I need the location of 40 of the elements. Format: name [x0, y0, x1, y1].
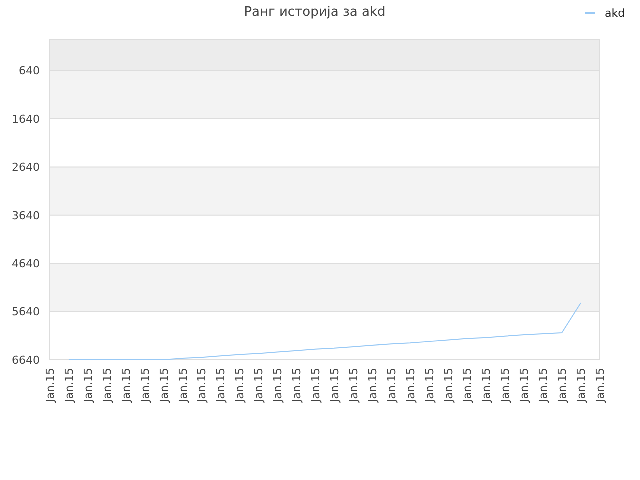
x-tick-label: Jan.15 — [196, 368, 209, 404]
x-tick-label: Jan.15 — [442, 368, 456, 404]
legend-label: akd — [605, 6, 626, 20]
x-tick-label: Jan.15 — [158, 368, 171, 404]
x-tick-label: Jan.15 — [62, 368, 76, 404]
x-tick-label: Jan.15 — [214, 368, 228, 404]
x-tick-label: Jan.15 — [499, 368, 512, 404]
x-tick-label: Jan.15 — [575, 368, 588, 404]
y-tick-label: 640 — [19, 64, 40, 78]
x-tick-label: Jan.15 — [518, 368, 532, 404]
x-tick-label: Jan.15 — [138, 368, 152, 404]
x-tick-label: Jan.15 — [176, 368, 190, 404]
x-tick-label: Jan.15 — [44, 368, 57, 404]
x-tick-label: Jan.15 — [404, 368, 418, 404]
x-tick-label: Jan.15 — [290, 368, 304, 404]
y-tick-label: 3640 — [12, 209, 40, 222]
x-tick-label: Jan.15 — [100, 368, 114, 404]
chart-title: Ранг историја за akd — [244, 5, 386, 20]
line-series — [68, 302, 582, 360]
y-tick-label: 2640 — [12, 161, 40, 174]
y-tick-label: 1640 — [12, 112, 40, 126]
x-tick-label: Jan.15 — [423, 368, 436, 404]
x-tick-label: Jan.15 — [366, 368, 380, 404]
x-tick-label: Jan.15 — [537, 368, 550, 404]
x-tick-label: Jan.15 — [347, 368, 360, 404]
x-tick-label: Jan.15 — [480, 368, 494, 404]
x-tick-label: Jan.15 — [385, 368, 398, 404]
x-tick-label: Jan.15 — [328, 368, 342, 404]
y-tick-label: 6640 — [12, 354, 40, 367]
x-tick-label: Jan.15 — [594, 368, 607, 404]
x-tick-label: Jan.15 — [120, 368, 133, 404]
x-tick-label: Jan.15 — [234, 368, 247, 404]
y-tick-label: 5640 — [12, 306, 40, 319]
y-tick-label: 4640 — [12, 257, 40, 270]
x-tick-label: Jan.15 — [310, 368, 323, 404]
x-tick-label: Jan.15 — [556, 368, 570, 404]
x-tick-label: Jan.15 — [272, 368, 285, 404]
x-tick-label: Jan.15 — [252, 368, 266, 404]
x-tick-label: Jan.15 — [82, 368, 95, 404]
x-tick-label: Jan.15 — [461, 368, 474, 404]
